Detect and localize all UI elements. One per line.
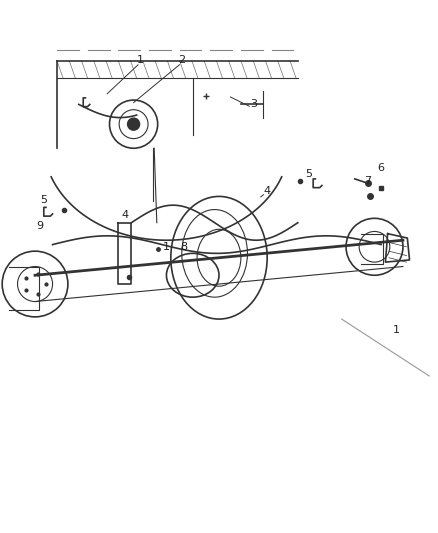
Text: 2: 2 (178, 55, 185, 65)
Text: 4: 4 (264, 185, 271, 196)
Text: 3: 3 (251, 100, 258, 109)
Text: 1: 1 (163, 242, 170, 252)
Text: 7: 7 (364, 176, 371, 186)
Text: 9: 9 (37, 221, 44, 231)
Text: 5: 5 (305, 168, 312, 179)
Text: 8: 8 (180, 242, 187, 252)
Text: 1: 1 (393, 325, 400, 335)
Text: 4: 4 (121, 210, 128, 220)
Text: 5: 5 (40, 195, 47, 205)
Text: 6: 6 (378, 163, 385, 173)
Text: 1: 1 (137, 55, 144, 65)
Circle shape (127, 118, 140, 130)
